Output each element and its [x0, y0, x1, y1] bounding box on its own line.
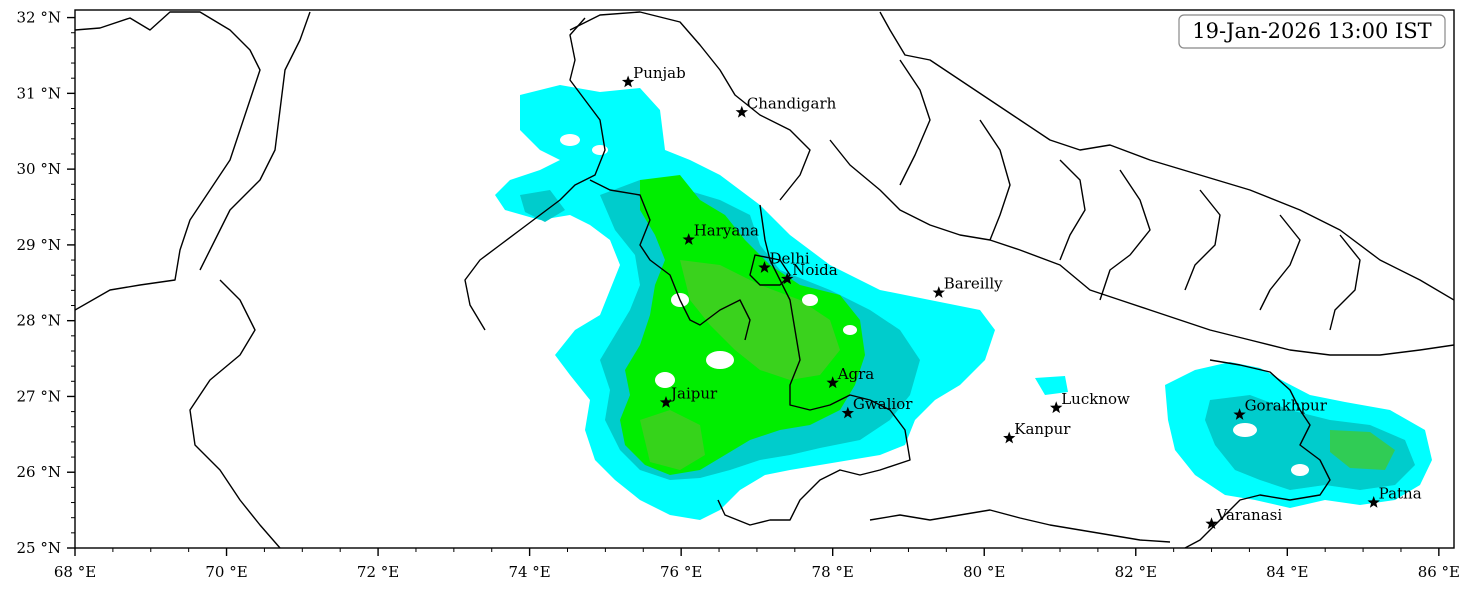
star-icon — [1050, 401, 1063, 414]
x-tick-label: 86 °E — [1418, 563, 1460, 581]
shading-level4 — [640, 260, 1395, 470]
city-label: Noida — [792, 261, 838, 279]
star-icon — [932, 286, 945, 298]
city-marker: Delhi — [758, 250, 810, 273]
y-tick-label: 28 °N — [17, 312, 61, 330]
star-icon — [841, 406, 854, 419]
y-tick-label: 26 °N — [17, 463, 61, 481]
star-icon — [682, 233, 695, 245]
city-label: Bareilly — [944, 275, 1003, 293]
x-tick-label: 72 °E — [357, 563, 399, 581]
x-tick-label: 68 °E — [54, 563, 96, 581]
city-marker: Gwalior — [841, 395, 913, 419]
x-tick-label: 82 °E — [1115, 563, 1157, 581]
x-tick-label: 80 °E — [963, 563, 1005, 581]
city-label: Gorakhpur — [1245, 397, 1328, 415]
city-marker: Kanpur — [1003, 420, 1071, 444]
map-frame — [74, 9, 1455, 549]
star-icon — [781, 272, 794, 285]
x-tick-label: 78 °E — [812, 563, 854, 581]
city-label: Kanpur — [1014, 420, 1071, 438]
y-tick-label: 31 °N — [17, 84, 61, 102]
x-tick-label: 76 °E — [660, 563, 702, 581]
y-axis: 25 °N 26 °N 27 °N 28 °N 29 °N 30 °N 31 °N 32 °N — [17, 9, 75, 557]
city-label: Chandigarh — [747, 94, 837, 112]
city-label: Haryana — [694, 222, 759, 240]
star-icon — [826, 376, 839, 389]
minor-ticks — [71, 32, 1402, 552]
city-label: Delhi — [770, 250, 810, 268]
x-axis: 68 °E 70 °E 72 °E 74 °E 76 °E 78 °E 80 °E 82 °E… — [54, 548, 1460, 581]
city-marker: Chandigarh — [735, 94, 837, 118]
y-tick-label: 25 °N — [17, 539, 61, 557]
city-label: Gwalior — [853, 395, 913, 413]
y-tick-label: 30 °N — [17, 160, 61, 178]
star-icon — [621, 75, 635, 88]
city-marker: Agra — [826, 365, 875, 389]
star-icon — [1205, 517, 1218, 529]
star-icon — [1367, 496, 1380, 508]
y-tick-label: 29 °N — [17, 236, 61, 254]
city-marker: Noida — [781, 261, 838, 285]
city-label: Punjab — [633, 64, 686, 82]
city-label: Patna — [1379, 485, 1422, 503]
y-tick-label: 32 °N — [17, 9, 61, 27]
x-tick-label: 84 °E — [1266, 563, 1308, 581]
city-label: Agra — [837, 365, 875, 383]
star-icon — [758, 261, 771, 273]
timestamp-label: 19-Jan-2026 13:00 IST — [1192, 19, 1431, 43]
city-label: Jaipur — [669, 385, 718, 403]
x-tick-label: 70 °E — [205, 563, 247, 581]
city-marker: Haryana — [682, 222, 759, 245]
borders — [75, 11, 1454, 548]
x-tick-label: 74 °E — [508, 563, 550, 581]
city-marker: Varanasi — [1205, 506, 1282, 529]
city-marker: Punjab — [621, 64, 686, 88]
city-marker: Lucknow — [1050, 390, 1130, 414]
timestamp-box: 19-Jan-2026 13:00 IST — [1178, 14, 1446, 49]
city-marker: Gorakhpur — [1233, 397, 1328, 420]
star-icon — [735, 105, 748, 118]
city-marker: Patna — [1367, 485, 1422, 508]
star-icon — [659, 396, 673, 408]
star-icon — [1233, 408, 1246, 420]
star-icon — [1003, 431, 1016, 444]
city-marker: Jaipur — [659, 385, 718, 408]
y-tick-label: 27 °N — [17, 387, 61, 405]
city-marker: Bareilly — [932, 275, 1003, 298]
city-label: Varanasi — [1216, 506, 1283, 524]
city-label: Lucknow — [1061, 390, 1130, 408]
